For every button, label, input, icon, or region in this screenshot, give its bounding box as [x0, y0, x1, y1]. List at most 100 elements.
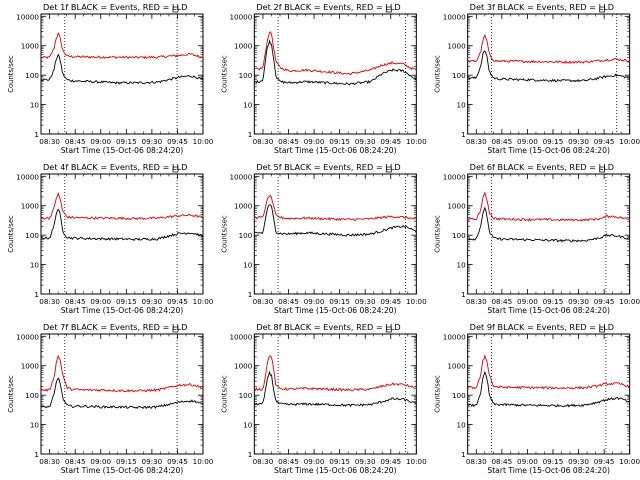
series-lld-line	[253, 194, 417, 222]
title-marker-box	[172, 6, 179, 13]
chart-panel-9: Det 9f BLACK = Events, RED = LLD 1 10 100 10…	[434, 322, 640, 475]
x-axis-label: Start Time (15-Oct-06 08:24:20)	[61, 146, 184, 155]
x-tick-label: 08:45	[278, 297, 299, 306]
x-tick-label: 10:00	[619, 457, 640, 466]
chart-title: Det 4f BLACK = Events, RED = LLD	[43, 162, 187, 172]
x-tick-label: 09:45	[594, 457, 615, 466]
series-lld-line	[467, 34, 630, 64]
y-tick-label: 1	[34, 290, 39, 299]
x-tick-label: 10:00	[619, 137, 640, 146]
series-lld-line	[467, 353, 630, 390]
y-tick-label: 1	[461, 130, 466, 139]
y-tick-label: 10	[30, 261, 40, 270]
x-tick-label: 08:30	[39, 457, 60, 466]
series-events-line	[467, 206, 630, 243]
series-lld-line	[40, 191, 204, 221]
title-marker-box	[385, 166, 392, 173]
chart-panel-2: Det 2f BLACK = Events, RED = LLD 1 10 100 10…	[220, 2, 427, 155]
x-tick-label: 08:45	[65, 297, 86, 306]
x-tick-label: 09:00	[304, 297, 325, 306]
plot-frame	[467, 333, 631, 455]
chart-title: Det 3f BLACK = Events, RED = LLD	[470, 2, 614, 12]
title-marker-box	[599, 6, 606, 13]
series-lld-line	[467, 191, 630, 222]
x-tick-label: 09:30	[355, 457, 376, 466]
x-tick-label: 10:00	[406, 297, 427, 306]
series-events-line	[467, 50, 630, 83]
y-tick-label: 10000	[443, 172, 466, 181]
x-tick-label: 08:30	[253, 297, 274, 306]
y-tick-label: 1000	[234, 202, 253, 211]
x-axis-label: Start Time (15-Oct-06 08:24:20)	[274, 146, 397, 155]
x-tick-label: 09:45	[380, 137, 401, 146]
chart-panel-5: Det 5f BLACK = Events, RED = LLD 1 10 100 10…	[220, 162, 427, 315]
x-tick-label: 09:45	[380, 457, 401, 466]
y-tick-label: 100	[452, 391, 466, 400]
plot-frame	[253, 13, 417, 135]
plot-frame	[40, 333, 204, 455]
y-tick-label: 10000	[229, 172, 252, 181]
x-tick-label: 10:00	[406, 457, 427, 466]
title-marker-box	[599, 166, 606, 173]
x-tick-label: 09:00	[517, 457, 538, 466]
series-lld-line	[40, 31, 204, 60]
y-axis-label: Counts/sec	[434, 215, 442, 253]
y-axis-label: Counts/sec	[7, 375, 15, 413]
series-events-line	[254, 39, 417, 86]
x-tick-label: 08:45	[492, 457, 513, 466]
x-tick-label: 09:30	[568, 297, 589, 306]
x-tick-label: 08:30	[466, 137, 487, 146]
y-tick-label: 100	[239, 231, 253, 240]
y-tick-label: 100	[25, 391, 39, 400]
y-tick-label: 1000	[234, 362, 253, 371]
y-tick-label: 100	[25, 71, 39, 80]
chart-panel-8: Det 8f BLACK = Events, RED = LLD 1 10 100 10…	[220, 322, 427, 475]
series-lld-line	[40, 354, 204, 393]
y-tick-label: 1	[248, 290, 253, 299]
x-axis-label: Start Time (15-Oct-06 08:24:20)	[274, 306, 397, 315]
series-events-line	[41, 53, 204, 85]
y-tick-label: 10	[457, 421, 467, 430]
y-tick-label: 100	[239, 391, 253, 400]
x-tick-label: 09:15	[543, 297, 564, 306]
x-tick-label: 09:30	[568, 457, 589, 466]
chart-title: Det 6f BLACK = Events, RED = LLD	[470, 162, 614, 172]
series-lld-line	[254, 31, 417, 76]
x-tick-label: 08:45	[492, 297, 513, 306]
x-tick-label: 10:00	[619, 297, 640, 306]
x-tick-label: 09:30	[568, 137, 589, 146]
y-axis-label: Counts/sec	[220, 215, 228, 253]
x-tick-label: 09:15	[116, 457, 137, 466]
x-axis-label: Start Time (15-Oct-06 08:24:20)	[274, 466, 397, 475]
y-tick-label: 10000	[229, 12, 252, 21]
y-tick-label: 100	[452, 231, 466, 240]
y-tick-label: 1000	[447, 362, 466, 371]
y-tick-label: 100	[452, 71, 466, 80]
x-axis-label: Start Time (15-Oct-06 08:24:20)	[61, 466, 184, 475]
x-tick-label: 08:45	[492, 137, 513, 146]
x-tick-label: 10:00	[193, 457, 214, 466]
y-tick-label: 1000	[234, 42, 253, 51]
y-axis-label: Counts/sec	[220, 375, 228, 413]
x-tick-label: 09:45	[594, 137, 615, 146]
y-tick-label: 1	[461, 450, 466, 459]
x-tick-label: 08:30	[466, 297, 487, 306]
x-tick-label: 09:15	[543, 137, 564, 146]
x-tick-label: 09:30	[142, 137, 163, 146]
x-tick-label: 09:45	[594, 297, 615, 306]
x-tick-label: 08:30	[253, 137, 274, 146]
x-tick-label: 08:45	[65, 137, 86, 146]
plot-frame	[253, 173, 417, 295]
x-axis-label: Start Time (15-Oct-06 08:24:20)	[487, 146, 610, 155]
x-tick-label: 08:30	[39, 297, 60, 306]
x-tick-label: 10:00	[406, 137, 427, 146]
plot-frame	[467, 13, 631, 135]
series-events-line	[467, 370, 630, 408]
series-events-line	[40, 208, 204, 242]
y-tick-label: 10	[457, 261, 467, 270]
y-tick-label: 10	[243, 421, 253, 430]
y-axis-label: Counts/sec	[7, 215, 15, 253]
y-tick-label: 1000	[21, 362, 40, 371]
plot-frame	[253, 333, 417, 455]
